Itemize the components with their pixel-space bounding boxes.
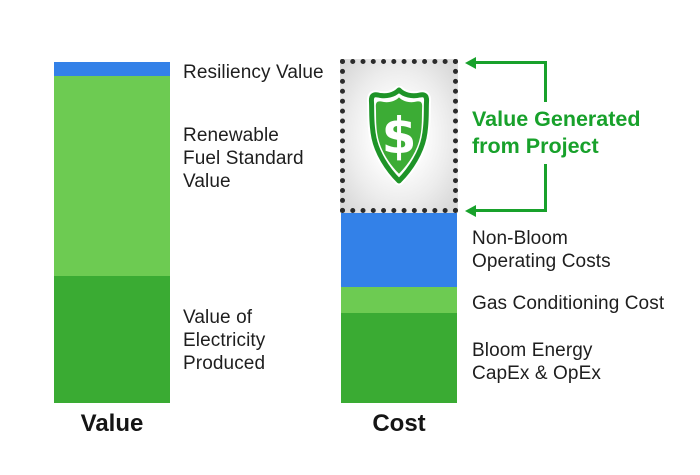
label-gas-conditioning-cost: Gas Conditioning Cost <box>472 293 665 314</box>
value-bar <box>54 62 170 403</box>
shield-dollar-icon: $ <box>366 86 432 186</box>
axis-label-value: Value <box>80 410 144 437</box>
value-bar-electricity-segment <box>54 276 170 403</box>
bracket-bottom-line <box>475 209 547 212</box>
bracket-vertical-top <box>544 61 547 102</box>
value-generated-label: Value Generated from Project <box>472 107 641 158</box>
value-generated-box: $ <box>340 59 458 213</box>
label-value-of-electricity-produced: Value of Electricity Produced <box>183 307 266 374</box>
bracket-top-line <box>475 61 547 64</box>
value-bar-resiliency-segment <box>54 62 170 76</box>
arrow-bottom-left-icon <box>465 204 476 217</box>
label-resiliency-value: Resiliency Value <box>183 62 324 83</box>
dollar-sign: $ <box>382 107 417 165</box>
axis-label-cost: Cost <box>372 410 426 437</box>
bracket-vertical-bottom <box>544 164 547 212</box>
label-renewable-fuel-standard-value: Renewable Fuel Standard Value <box>183 125 304 192</box>
arrow-top-left-icon <box>465 56 476 69</box>
label-bloom-energy-capex-opex: Bloom Energy CapEx & OpEx <box>472 340 601 384</box>
label-non-bloom-operating-costs: Non-Bloom Operating Costs <box>472 228 611 272</box>
cost-bar-nonbloom-segment <box>341 213 457 287</box>
cost-bar-gas-segment <box>341 287 457 313</box>
value-bar-rfs-segment <box>54 76 170 276</box>
cost-bar-bloom-segment <box>341 313 457 403</box>
cost-bar <box>341 213 457 403</box>
